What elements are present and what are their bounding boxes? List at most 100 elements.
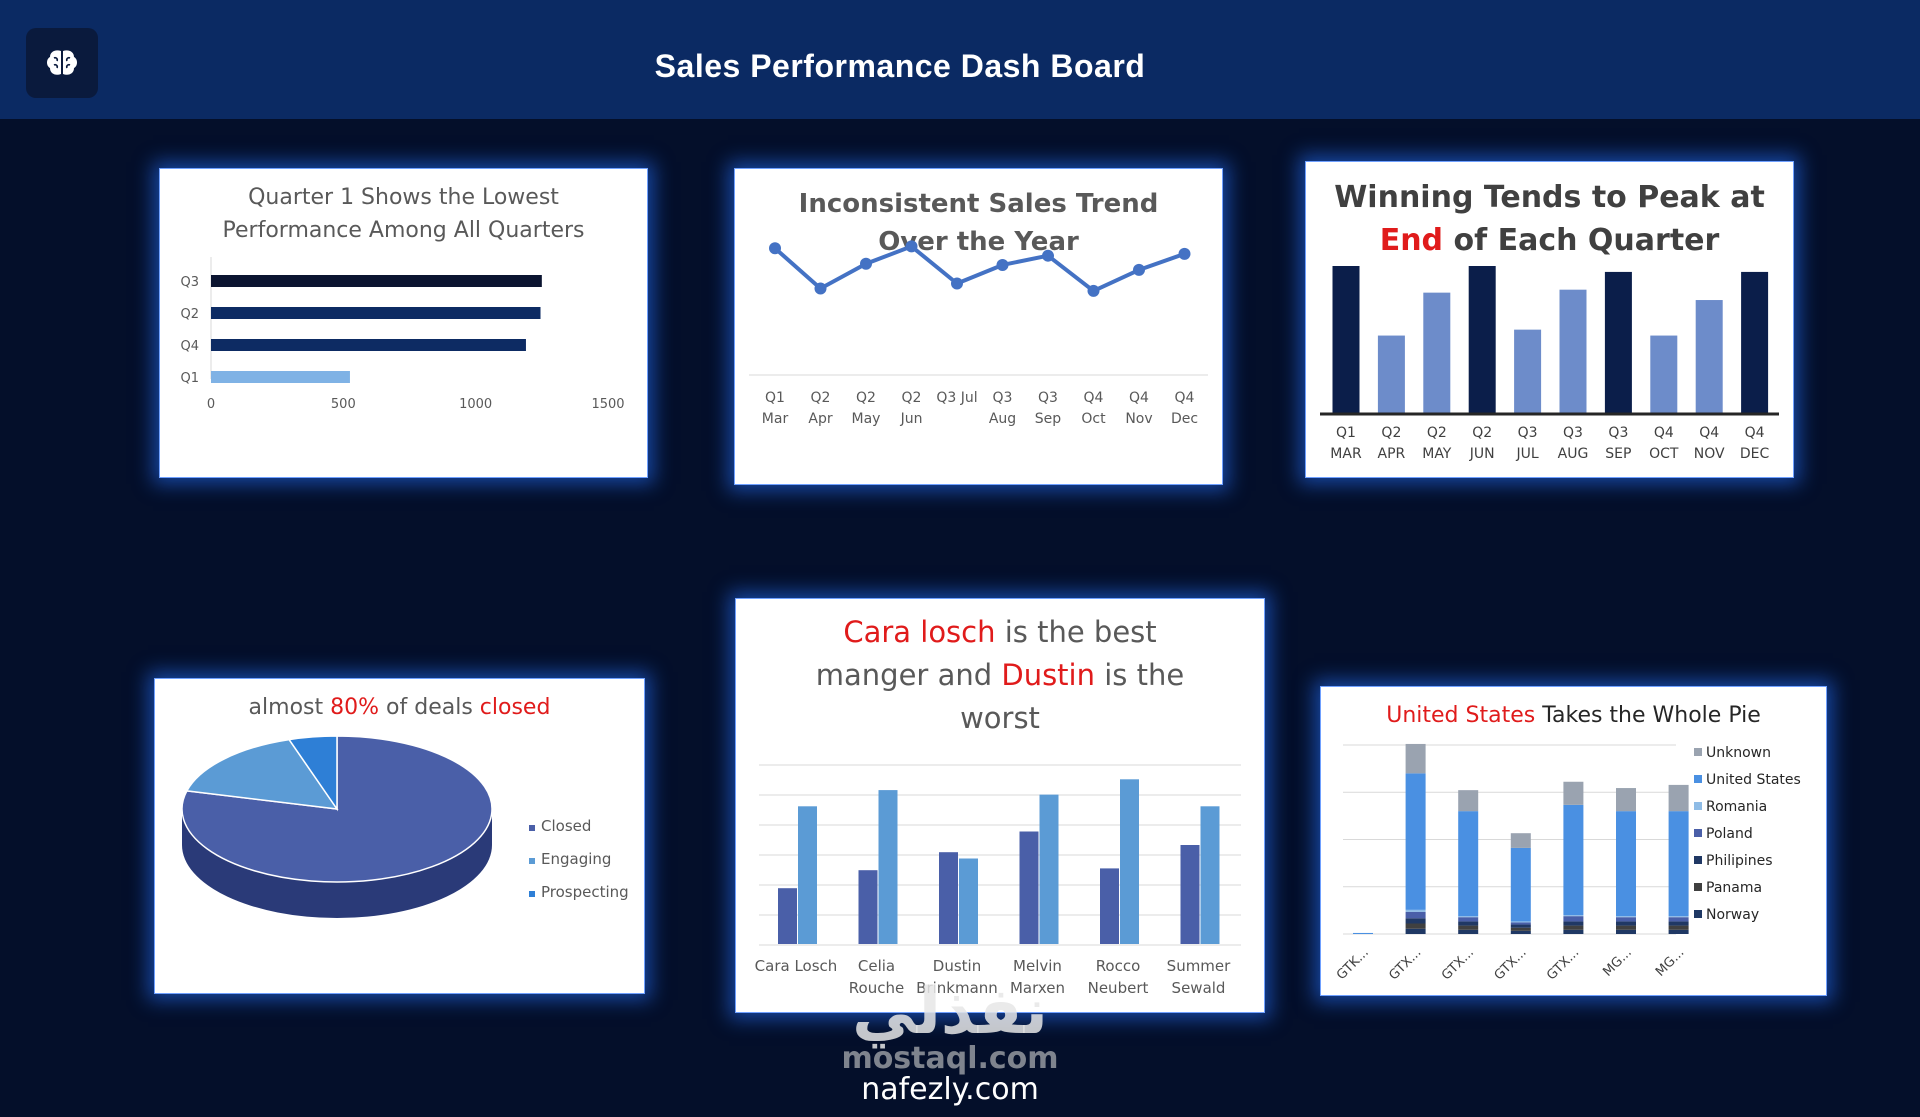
stack-segment-romania xyxy=(1616,916,1636,918)
x-tick-label-bottom: JUL xyxy=(1516,446,1539,462)
legend-label: Norway xyxy=(1706,907,1759,923)
x-tick-label: GTX... xyxy=(1386,945,1424,983)
quarters-bar-chart: Q3 Q2 Q4 Q1 0 500 1000 1500 xyxy=(180,257,625,412)
x-tick-label-bottom: MAY xyxy=(1422,446,1452,462)
trend-point xyxy=(769,242,781,255)
stack-segment-panama xyxy=(1405,923,1426,929)
deals-pie-chart: Closed Engaging Prospecting xyxy=(181,735,629,918)
x-tick-label: 1000 xyxy=(459,397,492,412)
trend-point xyxy=(1178,247,1191,260)
legend-swatch xyxy=(1694,883,1702,891)
stack-segment-united-states xyxy=(1616,811,1636,917)
stack-segment-poland xyxy=(1405,911,1426,919)
y-tick-label: Q2 xyxy=(180,307,199,322)
trend-point xyxy=(814,282,827,295)
legend-swatch xyxy=(1694,856,1702,864)
legend-label: Prospecting xyxy=(541,883,629,901)
deals-chart-title-mid: of deals xyxy=(386,695,473,720)
x-tick-label: 0 xyxy=(207,397,215,412)
stack-segment-norway xyxy=(1563,929,1584,934)
x-tick-label-top: Q2 xyxy=(1381,425,1401,441)
x-tick-label-bottom: MAR xyxy=(1330,446,1362,462)
x-tick-label: GTX... xyxy=(1544,945,1582,983)
winning-bar xyxy=(1741,271,1769,414)
legend-label: United States xyxy=(1706,772,1801,788)
stack-segment-norway xyxy=(1616,929,1636,934)
x-tick-label-line2: Sewald xyxy=(1172,979,1226,997)
quarters-chart-panel: Quarter 1 Shows the Lowest Performance A… xyxy=(159,168,648,478)
manager-bar xyxy=(1039,794,1059,944)
winning-bar xyxy=(1468,266,1496,414)
x-tick-label-top: Q1 xyxy=(1336,425,1356,441)
winning-bar xyxy=(1650,335,1678,414)
x-tick-label-top: Q4 xyxy=(1699,425,1719,441)
x-tick-label-bottom: Oct xyxy=(1081,411,1106,427)
stack-segment-romania xyxy=(1458,916,1479,918)
quarters-chart-title-line1: Quarter 1 Shows the Lowest xyxy=(248,185,559,210)
trend-point xyxy=(1133,263,1145,276)
trend-point xyxy=(1042,249,1054,262)
trend-chart-panel: Inconsistent Sales Trend Over the Year Q… xyxy=(734,168,1223,485)
managers-chart-panel: Cara losch is the best manger and Dustin… xyxy=(735,598,1265,1013)
bar-q2 xyxy=(211,307,541,319)
legend-label: Closed xyxy=(541,817,591,835)
brain-icon xyxy=(47,50,77,75)
legend-label: Panama xyxy=(1706,880,1762,896)
managers-chart-title-end: worst xyxy=(960,701,1040,735)
stack-segment-unknown xyxy=(1405,743,1426,774)
stack-segment-norway xyxy=(1668,929,1689,934)
stack-segment-unknown xyxy=(1458,790,1479,812)
trend-point xyxy=(1087,284,1100,297)
stack-segment-poland xyxy=(1458,917,1479,922)
stack-segment-philipines xyxy=(1510,924,1531,928)
stack-segment-panama xyxy=(1616,925,1636,930)
trend-chart-title-line1: Inconsistent Sales Trend xyxy=(798,189,1159,219)
stack-segment-united-states xyxy=(1510,847,1531,922)
x-tick-label-bottom: APR xyxy=(1378,446,1406,462)
y-tick-label: Q1 xyxy=(180,371,199,386)
legend-label: Romania xyxy=(1706,799,1767,815)
x-tick-label-bottom: NOV xyxy=(1694,446,1725,462)
x-tick-label-bottom: JUN xyxy=(1469,446,1495,462)
stack-segment-united-states xyxy=(1353,932,1373,934)
x-tick-label-line1: Dustin xyxy=(933,957,981,975)
stack-segment-poland xyxy=(1563,916,1584,922)
y-tick-label: Q3 xyxy=(180,275,199,290)
x-tick-label: 1500 xyxy=(591,397,624,412)
stack-segment-philipines xyxy=(1458,921,1479,926)
x-tick-label-top: Q3 Jul xyxy=(936,390,977,406)
legend-swatch xyxy=(1694,910,1702,918)
x-tick-label-bottom: Mar xyxy=(762,411,789,427)
watermark: نفذلي mostaql.com nafezly.com xyxy=(820,980,1080,1106)
managers-chart-title-best: Cara losch xyxy=(843,615,996,649)
stack-segment-philipines xyxy=(1668,921,1689,926)
x-tick-label-top: Q3 xyxy=(1518,425,1538,441)
x-tick-label: 500 xyxy=(331,397,356,412)
x-tick-label-bottom: DEC xyxy=(1740,446,1770,462)
x-tick-label-line2: Brinkmann xyxy=(916,979,998,997)
winning-bar xyxy=(1559,289,1587,414)
trend-point xyxy=(905,240,918,253)
stack-segment-unknown xyxy=(1510,833,1531,848)
x-tick-label-top: Q1 xyxy=(765,390,785,406)
x-tick-label-line2: Neubert xyxy=(1088,979,1149,997)
managers-chart-title-mid3: is the xyxy=(1104,658,1185,692)
countries-chart-panel: United States Takes the Whole Pie GTK...… xyxy=(1320,686,1827,996)
stack-segment-panama xyxy=(1510,927,1531,931)
x-tick-label-line1: Celia xyxy=(858,957,895,975)
x-tick-label-line2: Rouche xyxy=(849,979,904,997)
trend-point xyxy=(996,258,1009,271)
stack-segment-panama xyxy=(1563,925,1584,930)
logo-button[interactable] xyxy=(26,28,98,98)
manager-bar xyxy=(1019,831,1039,944)
x-tick-label-top: Q3 xyxy=(993,390,1013,406)
pie-slice-engaging xyxy=(185,738,339,810)
x-tick-label-bottom: Jun xyxy=(900,411,923,427)
stack-segment-unknown xyxy=(1668,784,1689,812)
x-tick-label-bottom: Apr xyxy=(808,411,832,427)
x-tick-label-top: Q4 xyxy=(1654,425,1674,441)
winning-bar xyxy=(1514,329,1542,414)
stack-segment-norway xyxy=(1458,929,1479,934)
stack-segment-romania xyxy=(1510,921,1531,923)
stack-segment-united-states xyxy=(1563,804,1584,916)
